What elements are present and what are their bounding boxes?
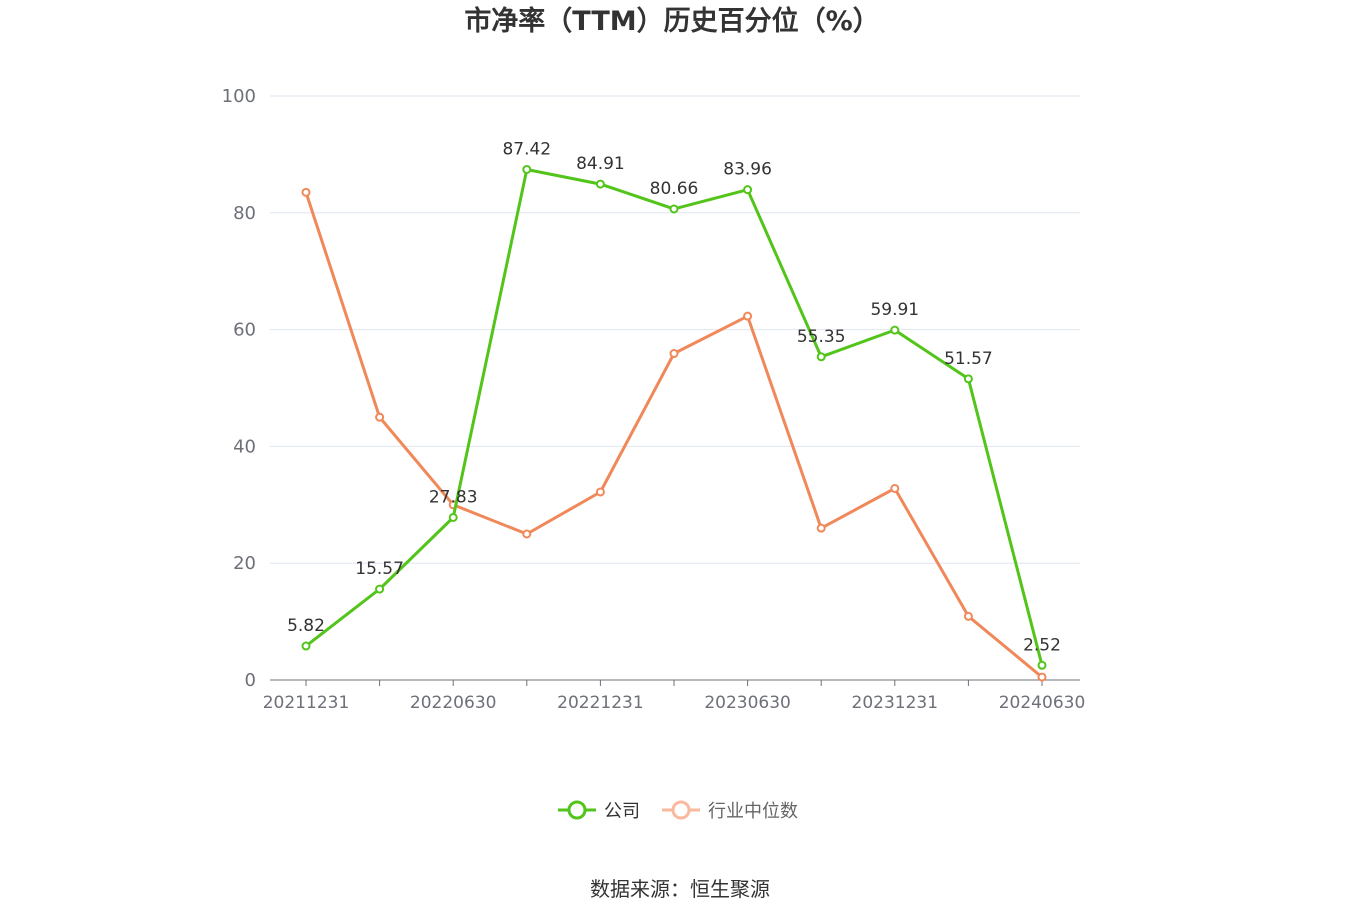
data-point	[595, 487, 605, 497]
x-tick-label: 20211231	[263, 693, 350, 713]
y-tick-label: 60	[233, 320, 256, 341]
x-tick-label: 20230630	[704, 693, 791, 713]
data-point	[669, 204, 679, 214]
legend-marker-1	[671, 800, 691, 820]
data-point	[816, 352, 826, 362]
data-label: 5.82	[287, 616, 325, 636]
data-label: 87.42	[502, 139, 551, 159]
data-point	[963, 374, 973, 384]
data-point	[669, 349, 679, 359]
data-point	[963, 611, 973, 621]
data-point	[1037, 660, 1047, 670]
data-point	[816, 523, 826, 533]
data-point	[301, 641, 311, 651]
data-label: 15.57	[355, 559, 404, 579]
data-label: 83.96	[723, 160, 772, 180]
x-tick-label: 20221231	[557, 693, 644, 713]
data-label: 59.91	[870, 300, 919, 320]
data-point	[743, 311, 753, 321]
data-label: 80.66	[650, 179, 699, 199]
data-point	[375, 412, 385, 422]
data-point	[522, 164, 532, 174]
grid-layer	[270, 95, 1080, 564]
legend-label-1: 行业中位数	[708, 801, 798, 822]
legend-marker-0	[567, 800, 587, 820]
data-label: 27.83	[429, 487, 478, 507]
data-point	[1037, 672, 1047, 682]
data-label: 84.91	[576, 154, 625, 174]
y-tick-label: 40	[233, 436, 256, 457]
data-point	[522, 529, 532, 539]
legend: 公司 行业中位数	[558, 800, 798, 822]
y-tick-label: 100	[222, 86, 256, 107]
data-point	[743, 185, 753, 195]
data-point	[890, 325, 900, 335]
axis-layer: 0 20 40 60 80 100 20211231 20220630 20221231 2023…	[222, 86, 1086, 713]
series-line-0	[305, 168, 1044, 666]
data-label-layer: 5.82 15.57 27.83 87.42 84.91 80.66 83.96 55.35 5…	[287, 139, 1061, 655]
data-point	[301, 187, 311, 197]
data-point	[890, 483, 900, 493]
data-point	[595, 179, 605, 189]
chart-title: 市净率（TTM）历史百分位（%）	[464, 5, 879, 37]
x-tick-label: 20240630	[999, 693, 1086, 713]
y-tick-label: 80	[233, 203, 256, 224]
legend-label-0: 公司	[604, 801, 640, 822]
data-label: 55.35	[797, 327, 846, 347]
series-layer	[301, 164, 1047, 682]
data-label: 2.52	[1023, 635, 1061, 655]
data-label: 51.57	[944, 349, 993, 369]
x-tick-label: 20231231	[852, 693, 939, 713]
series-line-1	[304, 191, 1043, 679]
data-source: 数据来源：恒生聚源	[590, 877, 770, 901]
y-tick-label: 20	[233, 553, 256, 574]
x-tick-label: 20220630	[410, 693, 497, 713]
data-point	[448, 512, 458, 522]
data-point	[375, 584, 385, 594]
y-tick-label: 0	[245, 670, 256, 691]
